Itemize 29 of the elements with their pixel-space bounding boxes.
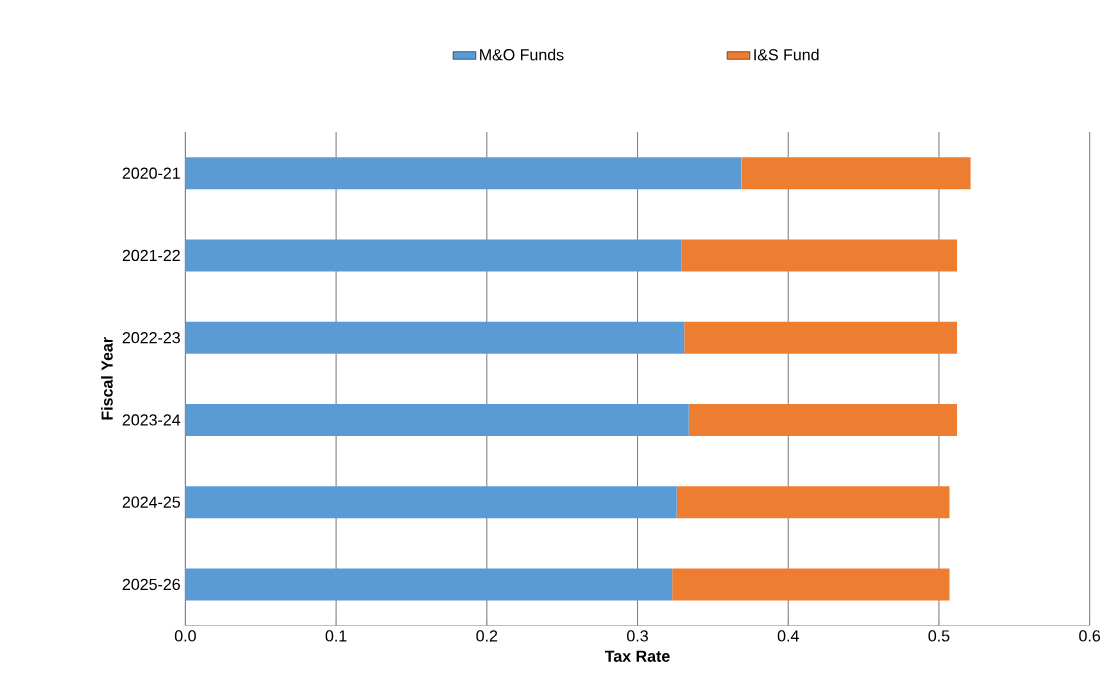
y-tick-label: 2021-22 <box>122 249 180 261</box>
bar <box>672 568 950 601</box>
y-tick-label: 2022-23 <box>122 331 180 344</box>
y-tick-label: 2024-25 <box>122 496 180 508</box>
x-tick-label: 0.5 <box>928 630 950 642</box>
bar <box>688 403 958 436</box>
x-axis-title: Tax Rate <box>604 650 670 662</box>
bar <box>681 239 958 272</box>
bar <box>185 568 673 601</box>
x-tick-label: 0.0 <box>174 630 196 642</box>
x-tick-label: 0.3 <box>627 630 648 642</box>
y-tick-label: 2025-26 <box>122 578 180 590</box>
bar <box>185 403 689 436</box>
x-tick-label: 0.2 <box>476 630 498 642</box>
x-tick-label: 0.4 <box>777 630 799 642</box>
legend-label: I&S Fund <box>754 48 819 61</box>
y-tick-label: 2023-24 <box>122 414 181 426</box>
bar <box>741 157 971 190</box>
legend-label: M&O Funds <box>480 48 564 61</box>
x-tick-label: 0.1 <box>325 630 347 642</box>
x-tick-label: 0.6 <box>1079 630 1101 642</box>
bar <box>185 486 677 519</box>
bar <box>684 321 958 354</box>
bar <box>185 321 685 354</box>
bar <box>185 239 682 272</box>
bar <box>185 157 742 190</box>
y-axis-title: Fiscal Year <box>101 337 113 420</box>
y-tick-label: 2020-21 <box>122 167 180 179</box>
bar <box>676 486 950 519</box>
